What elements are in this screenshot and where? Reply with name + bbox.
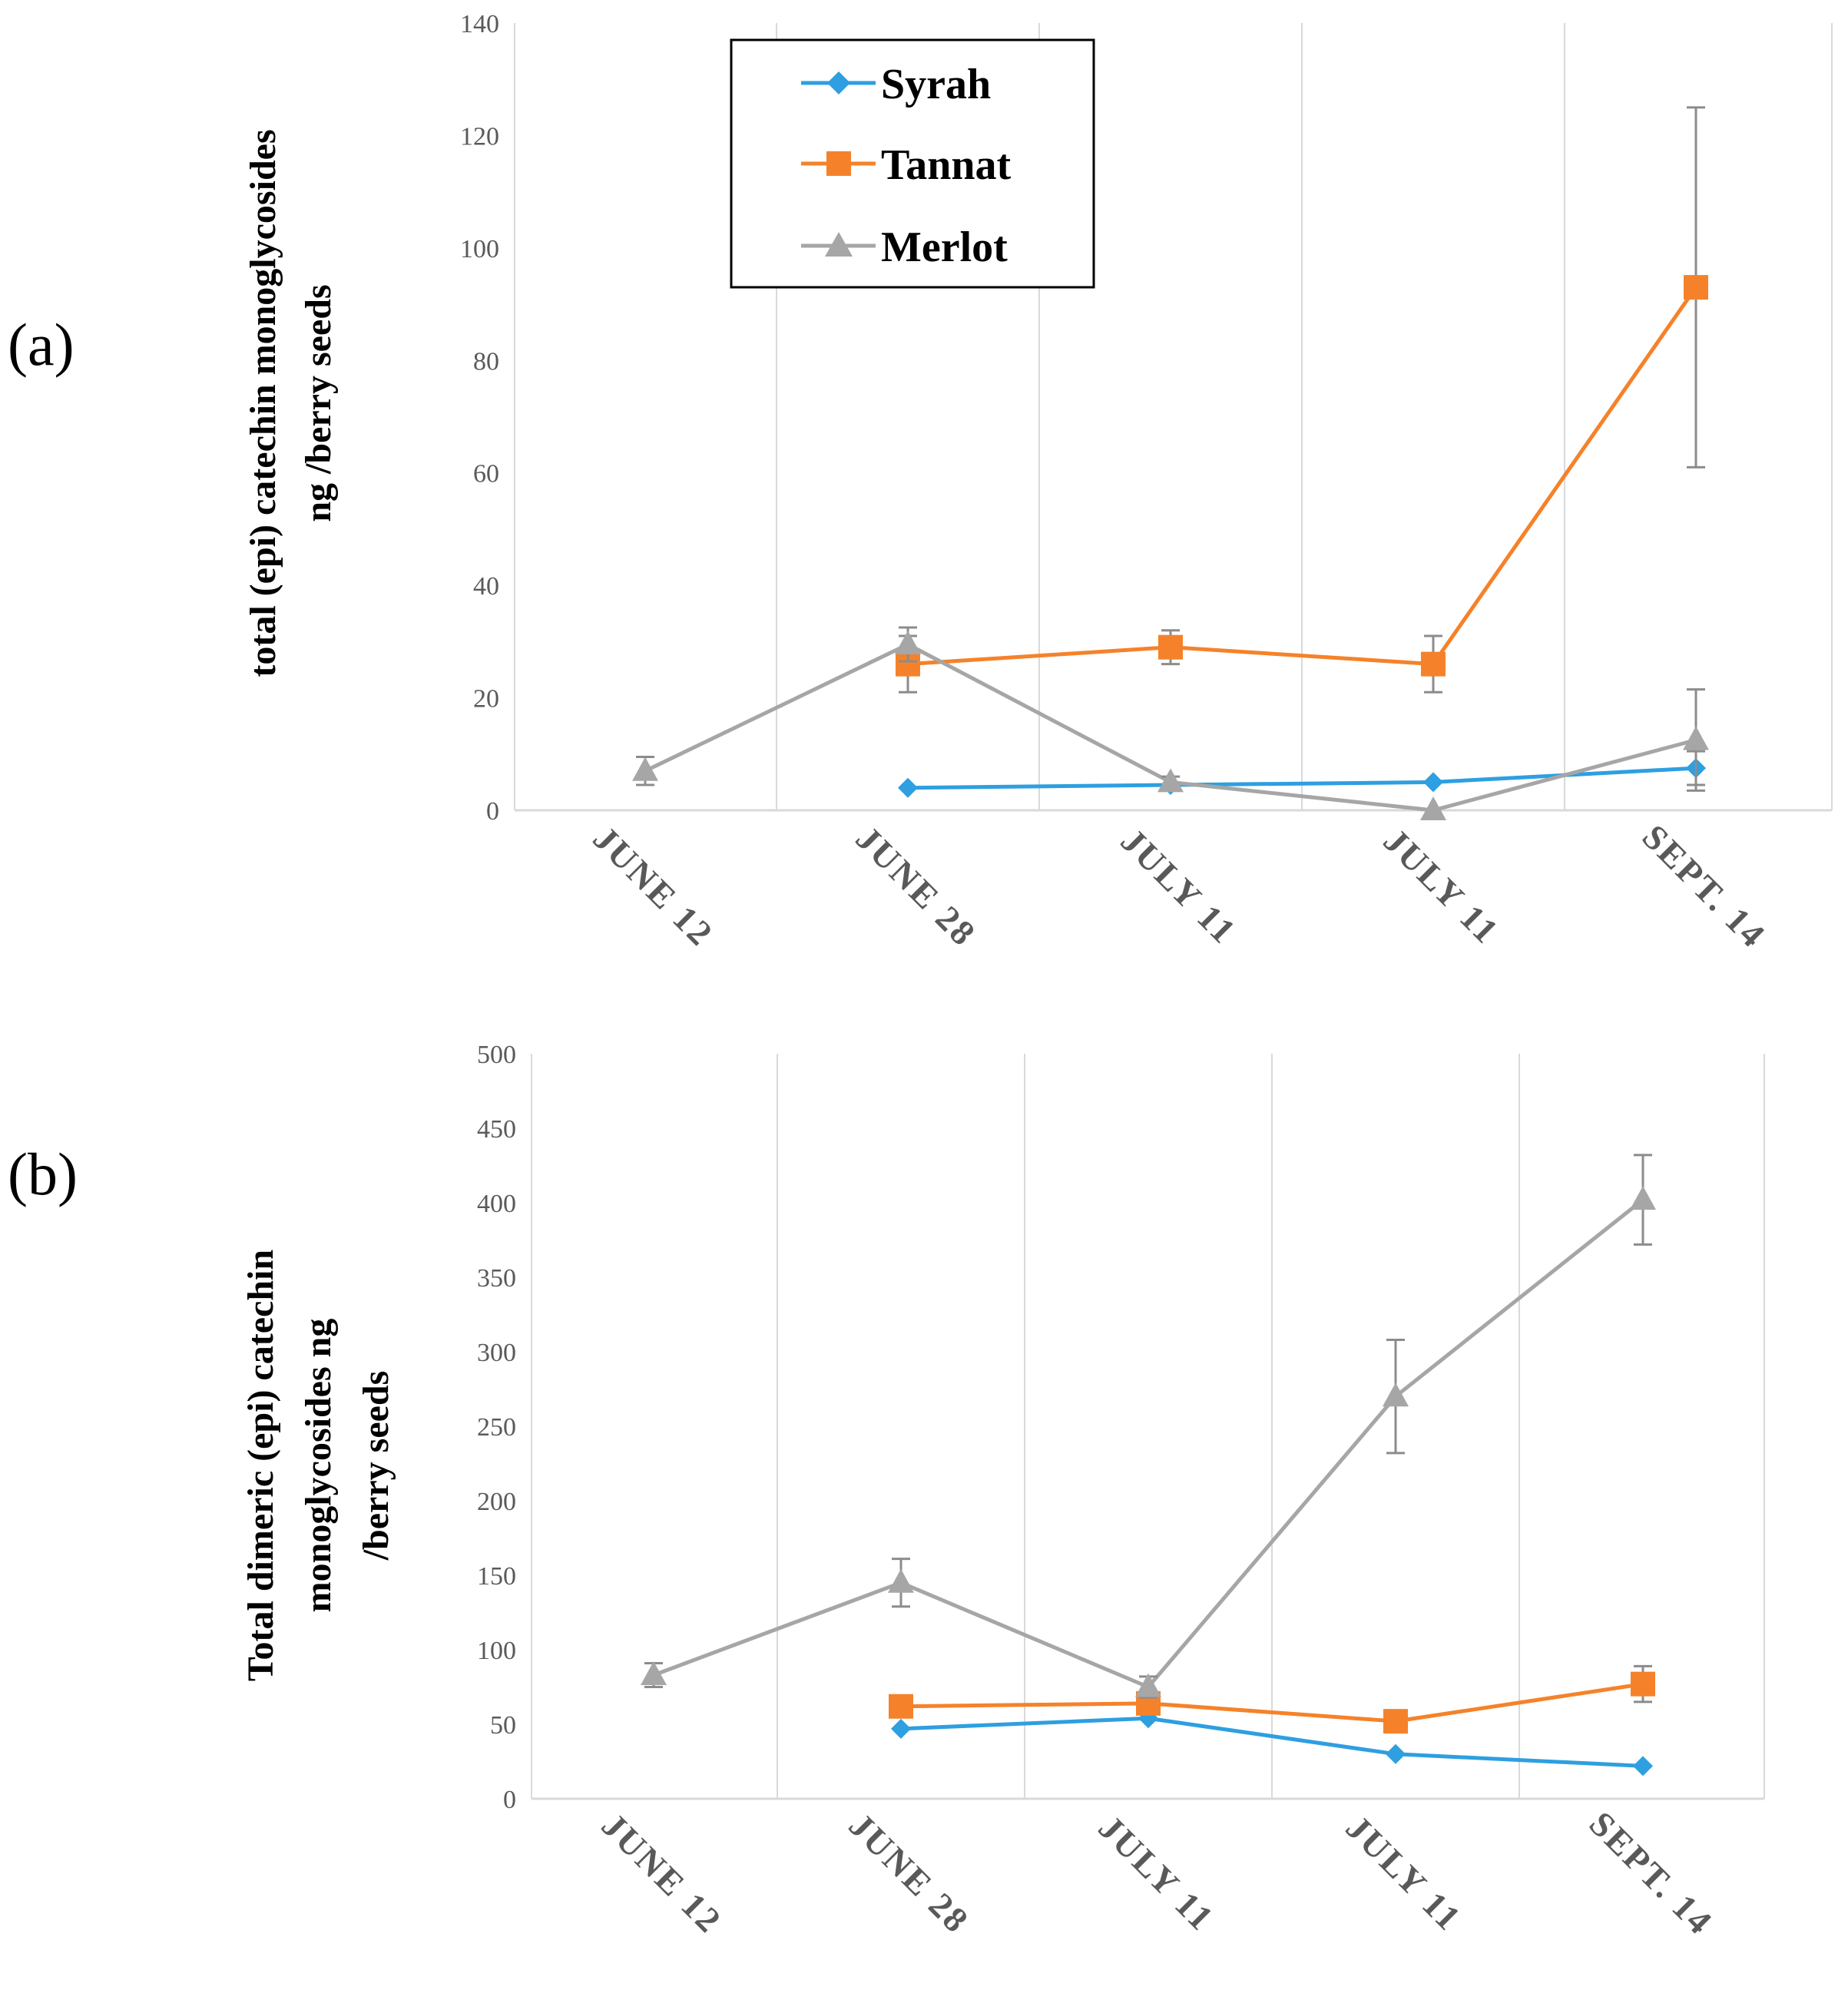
panel-b-point-syrah <box>1386 1743 1406 1764</box>
panel-b-series <box>641 1154 1656 1776</box>
panel-b-x-tick-label: JULY 11 <box>1091 1808 1223 1939</box>
panel-a-y-tick-label: 140 <box>460 10 499 38</box>
panel-a-x-tick-label: JULY 11 <box>1114 821 1245 952</box>
panel-b-y-tick-label: 100 <box>477 1637 516 1665</box>
legend-label-merlot: Merlot <box>881 224 1008 271</box>
panel-b-point-tannat <box>1631 1671 1655 1697</box>
panel-a-point-tannat <box>1421 651 1446 677</box>
panel-a-point-merlot <box>632 757 658 781</box>
panel-b-line-tannat <box>900 1682 1644 1723</box>
panel-b-y-tick-label: 500 <box>477 1041 516 1069</box>
panel-b-y-tick-label: 450 <box>477 1115 516 1144</box>
panel-b: (b) Total dimeric (epi) catechin monogly… <box>8 1041 1765 1943</box>
panel-b-series-merlot <box>641 1154 1656 1699</box>
panel-a-point-merlot <box>895 631 921 655</box>
panel-a-x-tick-label: JUNE 12 <box>586 819 722 955</box>
panel-b-point-merlot <box>1135 1673 1161 1697</box>
panel-a-series-merlot <box>632 626 1709 820</box>
panel-b-ylabel-line2: monoglycosides ng <box>298 1319 339 1613</box>
panel-b-y-tick-label: 150 <box>477 1562 516 1591</box>
panel-b-ylabel-line1: Total dimeric (epi) catechin <box>240 1250 281 1681</box>
panel-b-point-tannat <box>889 1694 913 1719</box>
legend-item-syrah: Syrah <box>801 61 991 108</box>
panel-b-point-syrah <box>1633 1756 1653 1776</box>
panel-b-line-merlot <box>653 1198 1644 1689</box>
legend-marker-tannat <box>826 151 851 176</box>
legend: Syrah Tannat Merlot <box>730 38 1095 289</box>
panel-a-y-tick-label: 120 <box>460 122 499 151</box>
panel-a-y-tick-label: 100 <box>460 235 499 263</box>
panel-a-ylabel-line2: ng /berry seeds <box>298 284 339 522</box>
panel-b-point-tannat <box>1383 1709 1408 1734</box>
panel-b-y-tick-label: 350 <box>477 1264 516 1293</box>
panel-b-series-syrah <box>891 1708 1653 1776</box>
legend-item-merlot: Merlot <box>801 224 1008 271</box>
panel-b-x-tick-label: JULY 11 <box>1339 1808 1470 1939</box>
panel-a-y-ticks: 0 20 40 60 80 100 120 140 <box>460 10 499 826</box>
legend-label-syrah: Syrah <box>881 61 991 108</box>
panel-b-point-merlot <box>641 1661 667 1685</box>
panel-a-line-tannat <box>907 286 1698 667</box>
panel-a-x-tick-label: JULY 11 <box>1376 821 1508 952</box>
panel-a-point-tannat <box>1684 275 1708 300</box>
panel-b-y-ticks: 0 50 100 150 200 250 300 350 400 450 500 <box>477 1041 516 1814</box>
panel-a-x-tick-label: JUNE 28 <box>849 819 985 955</box>
panel-a-y-tick-label: 60 <box>473 460 499 488</box>
panel-b-line-syrah <box>900 1716 1644 1768</box>
panel-a-series-tannat <box>896 106 1708 694</box>
panel-b-y-tick-label: 50 <box>490 1711 516 1740</box>
panel-a-point-merlot <box>1157 768 1184 793</box>
panel-b-point-syrah <box>891 1718 911 1739</box>
panel-a-point-merlot <box>1683 726 1709 750</box>
panel-a-label: (a) <box>8 311 75 378</box>
panel-a-y-tick-label: 80 <box>473 347 499 376</box>
panel-b-ylabel-line3: /berry seeds <box>356 1371 396 1561</box>
panel-a-ylabel-line1: total (epi) catechin monoglycosides <box>243 129 283 677</box>
panel-b-point-merlot <box>1383 1382 1409 1407</box>
panel-b-x-tick-label: SEPT. 14 <box>1582 1804 1721 1943</box>
panel-b-point-merlot <box>1630 1186 1656 1210</box>
panel-a: (a) total (epi) catechin monoglycosides … <box>8 10 1833 956</box>
legend-item-tannat: Tannat <box>801 141 1012 189</box>
panel-a-x-ticks: JUNE 12 JUNE 28 JULY 11 JULY 11 SEPT. 14 <box>586 817 1774 956</box>
panel-a-point-syrah <box>898 777 918 798</box>
panel-a-point-syrah <box>1423 772 1443 793</box>
legend-label-tannat: Tannat <box>881 141 1012 189</box>
panel-a-series <box>632 106 1709 820</box>
panel-a-x-tick-label: SEPT. 14 <box>1635 817 1774 956</box>
panel-a-grid <box>514 23 1833 812</box>
panel-b-point-merlot <box>888 1568 914 1593</box>
panel-b-y-tick-label: 200 <box>477 1488 516 1516</box>
panel-a-y-tick-label: 40 <box>473 572 499 601</box>
panel-b-x-ticks: JUNE 12 JUNE 28 JULY 11 JULY 11 SEPT. 14 <box>594 1804 1721 1943</box>
panel-a-y-tick-label: 0 <box>486 797 499 826</box>
panel-b-x-tick-label: JUNE 28 <box>842 1806 978 1942</box>
panel-b-grid <box>531 1054 1765 1800</box>
panel-a-point-tannat <box>1158 634 1183 660</box>
legend-marker-syrah <box>827 71 850 94</box>
panel-b-label: (b) <box>8 1141 78 1207</box>
panel-b-y-tick-label: 0 <box>503 1786 516 1814</box>
panel-b-y-tick-label: 300 <box>477 1339 516 1367</box>
panel-a-y-tick-label: 20 <box>473 685 499 714</box>
legend-marker-merlot <box>825 232 853 257</box>
panel-b-x-tick-label: JUNE 12 <box>594 1806 730 1942</box>
panel-b-y-tick-label: 250 <box>477 1413 516 1442</box>
panel-a-point-merlot <box>1420 796 1446 820</box>
legend-box <box>730 38 1095 289</box>
panel-b-y-tick-label: 400 <box>477 1190 516 1218</box>
